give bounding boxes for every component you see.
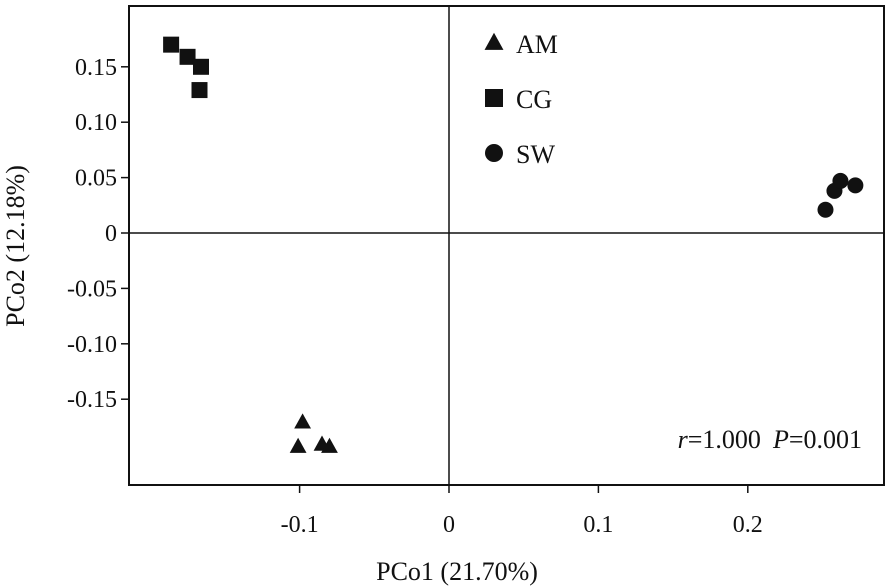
y-tick-label: 0.15 — [75, 55, 117, 81]
reference-lines — [129, 6, 884, 485]
y-tick-label: -0.05 — [67, 276, 117, 302]
x-axis: -0.1 0 0.1 0.2 — [281, 485, 763, 538]
point-am — [289, 437, 307, 453]
legend-marker-sw — [485, 144, 503, 162]
point-cg — [163, 36, 180, 53]
y-tick-label: 0.05 — [75, 166, 117, 192]
x-tick-label: 0 — [443, 512, 455, 538]
point-sw — [817, 201, 834, 218]
series-sw — [817, 172, 864, 218]
r-value: =1.000 — [688, 425, 761, 454]
point-sw — [832, 172, 849, 189]
data-points — [163, 36, 864, 453]
point-cg — [192, 58, 209, 75]
y-axis: 0.15 0.10 0.05 0 -0.05 -0.10 -0.15 — [67, 55, 129, 413]
r-label: r — [678, 425, 689, 454]
point-sw — [847, 177, 864, 194]
series-cg — [163, 36, 209, 99]
y-tick-label: 0 — [105, 221, 117, 247]
x-tick-label: -0.1 — [281, 512, 319, 538]
point-cg — [179, 48, 196, 65]
x-tick-label: 0.2 — [733, 512, 763, 538]
statistics-annotation: r=1.000 P=0.001 — [678, 425, 862, 454]
legend-label-am: AM — [516, 30, 558, 59]
p-label: P — [772, 425, 789, 454]
y-tick-label: -0.15 — [67, 387, 117, 413]
point-am — [321, 437, 338, 453]
legend-marker-am — [484, 32, 504, 50]
x-tick-label: 0.1 — [583, 512, 613, 538]
y-axis-title: PCo2 (12.18%) — [1, 165, 30, 327]
series-am — [289, 413, 338, 453]
legend-marker-cg — [485, 89, 503, 107]
p-value: =0.001 — [789, 425, 862, 454]
point-am — [294, 413, 311, 429]
y-tick-label: -0.10 — [67, 332, 117, 358]
legend: AM CG SW — [484, 30, 558, 169]
y-tick-label: 0.10 — [75, 110, 117, 136]
legend-label-sw: SW — [516, 140, 555, 169]
point-cg — [191, 82, 208, 99]
legend-label-cg: CG — [516, 85, 552, 114]
plot-frame — [128, 5, 885, 486]
x-axis-title: PCo1 (21.70%) — [376, 557, 538, 586]
